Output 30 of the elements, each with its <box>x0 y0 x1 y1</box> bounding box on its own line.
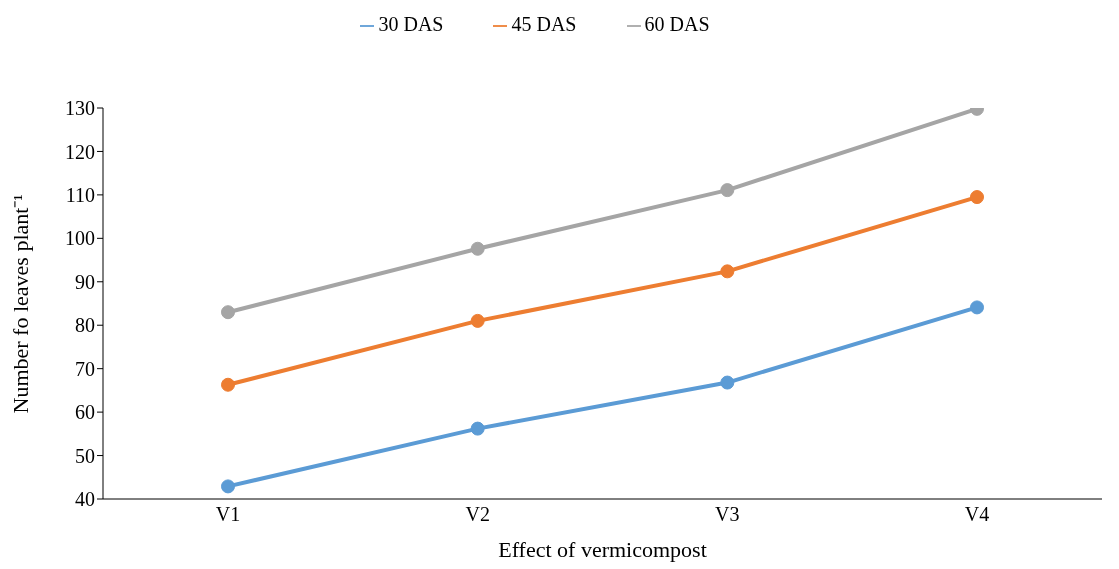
point <box>470 421 485 436</box>
y-tick-label: 70 <box>75 357 95 380</box>
y-tick-label: 90 <box>75 270 95 293</box>
x-tick-label: V1 <box>215 503 241 526</box>
y-tick-label: 120 <box>65 140 95 163</box>
y-tick-label: 40 <box>75 488 95 511</box>
y-tick-label: 130 <box>65 97 95 120</box>
point <box>221 479 235 494</box>
y-axis-title: Number fo leaves plant⁻¹ <box>7 194 33 414</box>
point <box>720 264 735 279</box>
point <box>970 190 984 205</box>
point <box>221 305 235 320</box>
point <box>221 377 235 392</box>
point <box>970 300 984 315</box>
y-tick-label: 60 <box>75 401 95 424</box>
y-tick-label: 80 <box>75 314 95 337</box>
y-tick-label: 110 <box>65 183 95 206</box>
x-tick-label: V4 <box>964 503 990 526</box>
legend-label: 60 DAS <box>644 13 710 35</box>
x-axis-title: Effect of vermicompost <box>498 537 707 562</box>
point <box>470 241 485 256</box>
x-tick-label: V3 <box>715 503 740 526</box>
point <box>720 183 735 198</box>
point <box>720 375 735 390</box>
y-tick-label: 100 <box>65 227 95 250</box>
x-tick-label: V2 <box>465 503 490 526</box>
legend-label: 30 DAS <box>378 13 444 35</box>
legend-label: 45 DAS <box>511 13 577 35</box>
point <box>470 313 485 328</box>
y-tick-label: 50 <box>75 444 95 467</box>
